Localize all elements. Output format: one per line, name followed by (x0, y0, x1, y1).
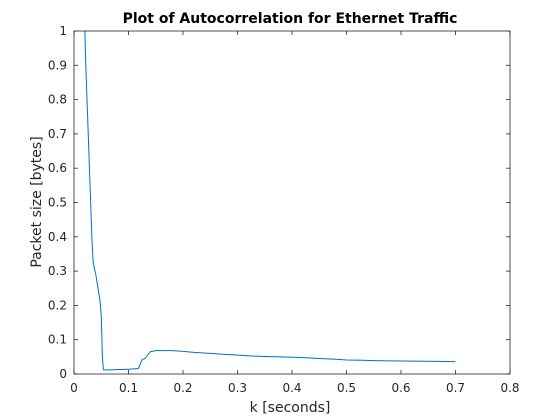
y-tick-label: 0.6 (48, 161, 67, 175)
x-tick-label: 0.7 (446, 381, 465, 395)
y-tick-label: 0.1 (48, 333, 67, 347)
x-tick-label: 0.4 (282, 381, 301, 395)
x-tick-label: 0 (70, 381, 78, 395)
y-tick-label: 1 (59, 24, 67, 38)
y-tick-label: 0.2 (48, 298, 67, 312)
x-tick-label: 0.1 (119, 381, 138, 395)
plot-area (74, 31, 510, 374)
y-tick-label: 0.3 (48, 264, 67, 278)
y-tick-label: 0.4 (48, 230, 67, 244)
chart-title: Plot of Autocorrelation for Ethernet Tra… (123, 11, 458, 27)
x-axis-label: k [seconds] (250, 400, 331, 416)
y-axis-label: Packet size [bytes] (29, 136, 45, 267)
tick-labels: 0 0.1 0.2 0.3 0.4 0.5 0.6 0.7 0.8 0 0.1 0.2 0.3 0.4 0.… (48, 24, 520, 395)
y-tick-label: 0.5 (48, 196, 67, 210)
y-tick-label: 0.7 (48, 127, 67, 141)
y-tick-label: 0 (59, 367, 67, 381)
y-tick-label: 0.9 (48, 58, 67, 72)
autocorrelation-line (84, 30, 456, 371)
x-tick-label: 0.5 (337, 381, 356, 395)
x-tick-label: 0.8 (500, 381, 519, 395)
x-tick-label: 0.2 (173, 381, 192, 395)
y-tick-label: 0.8 (48, 93, 67, 107)
x-tick-label: 0.3 (228, 381, 247, 395)
axes-box (73, 30, 511, 375)
x-tick-label: 0.6 (391, 381, 410, 395)
